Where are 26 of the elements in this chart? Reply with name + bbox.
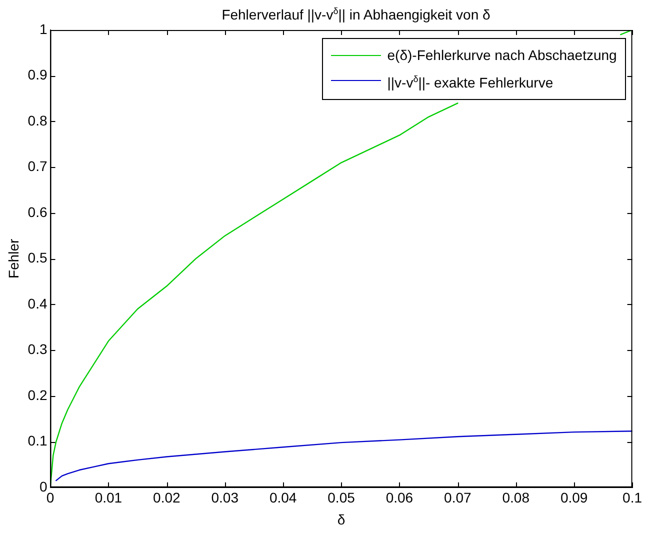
x-tick-label: 0.07	[444, 490, 472, 506]
y-tick-label: 0.5	[28, 250, 48, 266]
y-axis-title: Fehler	[5, 238, 22, 279]
y-tick-label: 0.7	[28, 158, 48, 174]
x-tick-label: 0.03	[211, 490, 239, 506]
x-tick-label: 0.09	[560, 490, 588, 506]
x-tick-label: 0.1	[622, 490, 642, 506]
chart-title: Fehlerverlauf ||v-v$^{δ}$|| in Abhaengigkeit von δ	[220, 6, 492, 23]
y-tick-label: 0	[39, 478, 48, 494]
y-tick-label: 0.2	[28, 386, 48, 403]
y-tick-label: 0.8	[28, 112, 48, 128]
legend-label: e(δ)-Fehlerkurve nach Abschaetzung	[387, 46, 617, 65]
legend-label: ||v-v$^{δ}$||- exakte Fehlerkurve	[387, 73, 554, 93]
x-tick-label: 0.08	[502, 490, 530, 506]
x-tick-label: 0.06	[386, 490, 414, 506]
y-tick-label: 1	[39, 20, 48, 37]
y-tick-label: 0.3	[28, 341, 48, 358]
x-tick-label: 0.04	[269, 490, 297, 506]
x-tick-label: 0.02	[153, 490, 180, 506]
y-tick-label: 0.4	[28, 295, 48, 312]
x-tick-label: 0.05	[328, 490, 356, 506]
x-tick-label: 0.01	[94, 490, 122, 506]
y-tick-label: 0.1	[28, 432, 48, 449]
y-tick-label: 0.6	[28, 204, 48, 220]
y-tick-label: 0.9	[28, 66, 48, 83]
x-axis-title: δ	[337, 511, 346, 528]
